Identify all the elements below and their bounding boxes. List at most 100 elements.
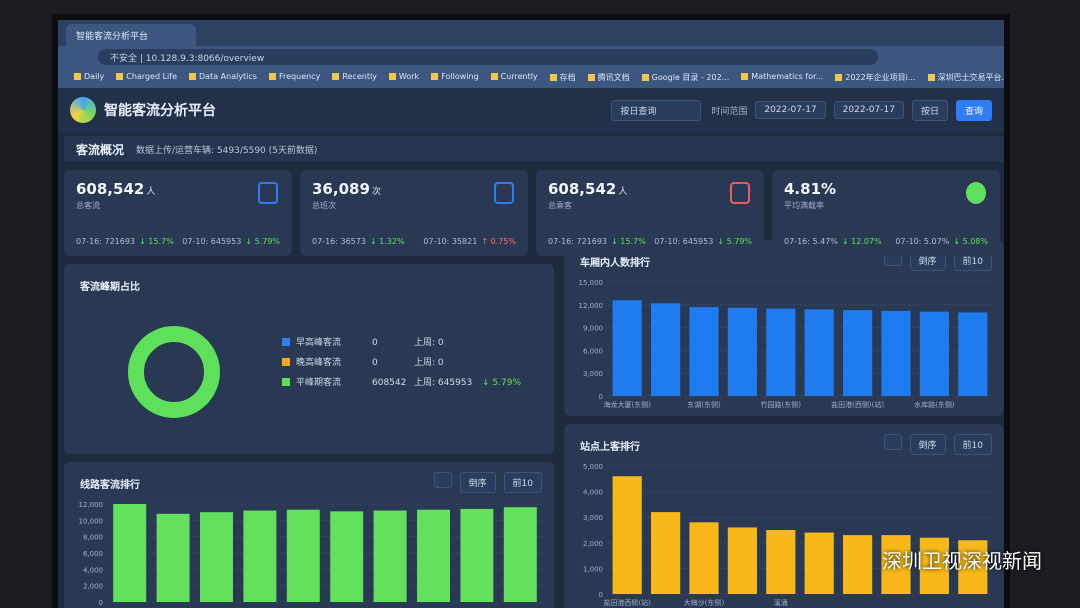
bar-card: 线路客流排行 0 2,000 4,000 6,000 8,000 10,000 12,000… [64,462,554,608]
bar [766,530,796,594]
kpi-compare: 07-16: 36573 ↓ 1.32% [312,237,405,246]
x-tick-label: 溪涌 [774,598,788,607]
header: 智能客流分析平台 按日查询 时间范围 2022-07-17 2022-07-17… [58,88,1004,132]
bar [958,312,988,396]
bookmark[interactable]: Daily [74,72,104,84]
bar [958,540,988,594]
kpi-change: ↓ 5.08% [953,237,988,246]
kpi-value: 608,542 [548,180,617,198]
donut-chart: 早高峰客流 0 上周: 0 晚高峰客流 0 上周: 0 平峰期客流 608542 上周: 645… [128,326,521,418]
kpi-card: 608,542 人总客流 07-16: 721693 ↓ 15.7% 07-10: 64… [64,170,292,256]
y-tick-label: 8,000 [83,534,103,542]
chart-title: 客流峰期占比 [80,282,140,293]
bar [113,504,147,602]
chart-controls: 倒序 前10 [876,434,992,455]
kpi-compare-row: 07-16: 721693 ↓ 15.7% 07-10: 645953 ↓ 5.79% [76,237,280,246]
chart-title: 线路客流排行 [80,480,140,491]
x-tick-label: 水库路(东侧) [914,400,955,409]
chart-title: 站点上客排行 [580,442,640,453]
legend-swatch [282,358,290,366]
bar [612,300,642,396]
bookmark[interactable]: Mathematics for... [741,72,823,84]
kpi-compare-value: 07-10: 645953 [182,237,242,246]
search-button[interactable] [433,472,452,488]
x-tick-label: 大梅沙(东侧) [684,598,725,607]
bookmark[interactable]: 腾讯文档 [588,72,630,84]
kpi-label: 总客流 [76,201,100,210]
bar [330,511,364,602]
bar [804,309,834,396]
y-tick-label: 3,000 [583,370,603,378]
kpi-change: ↓ 12.07% [841,237,882,246]
x-tick-label: 竹园路(东侧) [761,400,802,409]
bar [919,311,949,396]
bookmark[interactable]: 存档 [550,72,576,84]
unit-select[interactable]: 按日 [911,99,948,121]
date-from[interactable]: 2022-07-17 [755,101,826,119]
bookmark[interactable]: Recently [332,72,377,84]
top-select[interactable]: 前10 [953,434,992,455]
bar [460,508,494,602]
address-bar: 不安全 | 10.128.9.3:8066/overview [58,46,1004,68]
bookmark[interactable]: 深圳巴士交易平台... [928,72,1004,84]
y-tick-label: 4,000 [83,566,103,574]
search-button[interactable] [883,434,902,450]
legend-change: ↓ 5.79% [482,378,521,388]
kpi-label: 总乘客 [548,201,572,210]
x-tick-label: 海龙大厦(东侧) [603,400,651,409]
url: 10.128.9.3:8066/overview [145,54,265,64]
bar [651,303,681,396]
legend-value: 0 [372,338,378,348]
bookmark[interactable]: Currently [491,72,538,84]
y-tick-label: 3,000 [583,514,603,522]
kpi-compare: 07-10: 5.07% ↓ 5.08% [895,237,988,246]
bar [843,535,873,594]
legend-label: 早高峰客流 [296,336,341,348]
order-select[interactable]: 倒序 [459,472,496,493]
route-select[interactable]: 按日查询 [611,99,702,121]
bookmark[interactable]: Work [389,72,419,84]
kpi-compare-value: 07-16: 36573 [312,237,366,246]
overview-title: 客流概况 [76,142,125,157]
bar [689,307,719,396]
bookmark[interactable]: Charged Life [116,72,177,84]
bar-card: 站点上客排行 0 1,000 2,000 3,000 4,000 5,000 盐田港西侧(站… [564,424,1004,608]
top-select[interactable]: 前10 [503,472,542,493]
kpi-compare: 07-10: 35821 ↑ 0.75% [423,237,516,246]
y-tick-label: 6,000 [583,347,603,355]
bar [156,513,190,602]
insecure: 不安全 [110,54,138,64]
bookmark[interactable]: 2022年企业项目i... [835,72,915,84]
bar [919,537,949,594]
kpi-icon [966,182,986,204]
bar [727,307,757,396]
kpi-compare-value: 07-10: 645953 [654,237,714,246]
kpi-compare-row: 07-16: 5.47% ↓ 12.07% 07-10: 5.07% ↓ 5.08% [784,237,988,246]
bookmark[interactable]: Frequency [269,72,320,84]
tab-bar: 智能客流分析平台 [58,20,1004,46]
donut-card: 客流峰期占比 早高峰客流 0 上周: 0 晚高峰客流 0 上周: 0 平峰期客流 608542… [64,264,554,454]
kpi-change: ↓ 1.32% [369,237,405,246]
date-to[interactable]: 2022-07-17 [833,101,904,119]
y-tick-label: 0 [99,599,103,607]
bar [651,512,681,594]
kpi-compare: 07-10: 645953 ↓ 5.79% [654,237,752,246]
x-tick-label: 东湖(东侧) [687,400,721,409]
kpi-compare-row: 07-16: 36573 ↓ 1.32% 07-10: 35821 ↑ 0.75% [312,237,516,246]
kpi-compare-value: 07-16: 5.47% [784,237,838,246]
query-button[interactable]: 查询 [955,99,992,121]
app-title: 智能客流分析平台 [104,103,216,119]
bookmark[interactable]: Following [431,72,478,84]
url-box[interactable]: 不安全 | 10.128.9.3:8066/overview [98,49,878,65]
bookmark[interactable]: Data Analytics [189,72,257,84]
bar [881,310,911,396]
bar-chart: 0 3,000 6,000 9,000 12,000 15,000 海龙大厦(东侧) 东湖(东… [579,279,992,409]
y-tick-label: 6,000 [83,550,103,558]
order-select[interactable]: 倒序 [909,434,946,455]
bar [200,512,233,602]
tab[interactable]: 智能客流分析平台 [66,24,196,46]
bar [243,510,277,602]
bookmark[interactable]: Google 目录 - 202... [642,72,730,84]
kpi-change: ↑ 0.75% [481,237,516,246]
y-tick-label: 2,000 [583,540,603,548]
